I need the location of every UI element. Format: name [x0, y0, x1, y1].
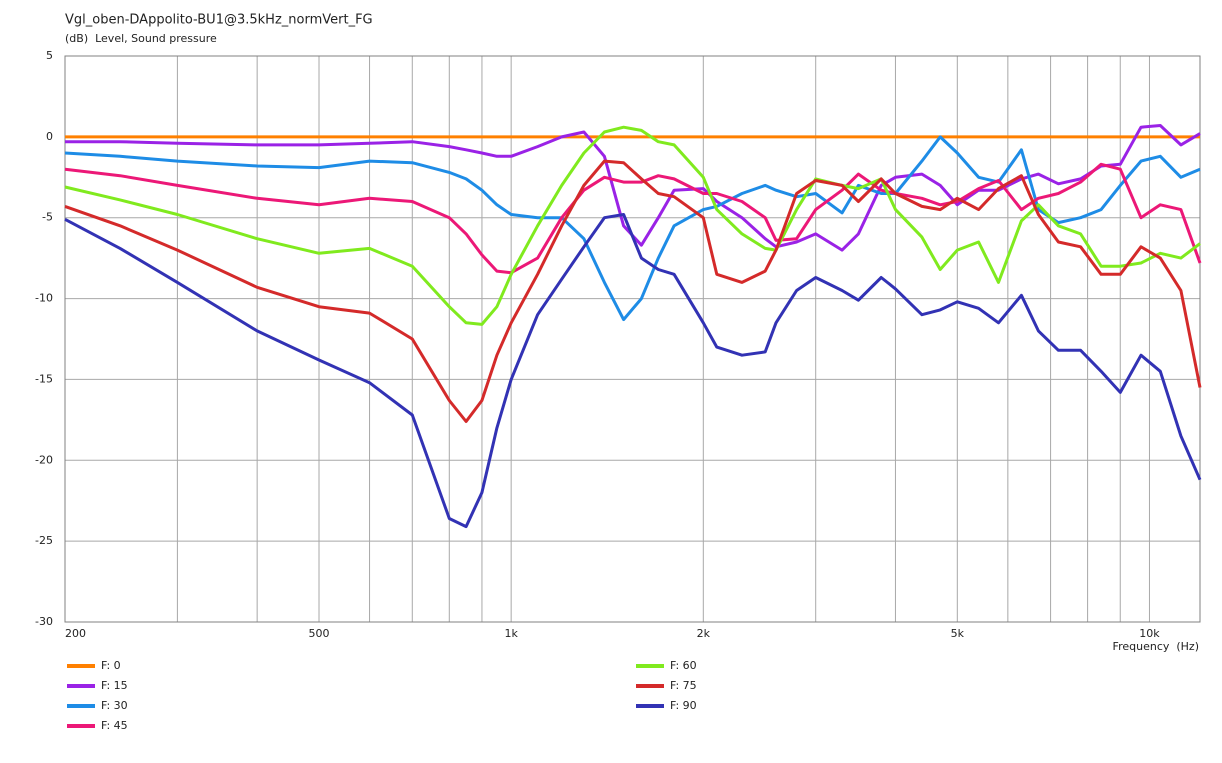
legend-label: F: 45: [101, 719, 128, 732]
series-line: [64, 162, 1202, 275]
legend-label: F: 90: [670, 699, 697, 712]
y-tick-label: -10: [35, 292, 53, 305]
x-tick-label: 2k: [697, 627, 711, 640]
legend-label: F: 75: [670, 679, 697, 692]
series-line: [65, 124, 1201, 252]
y-tick-label: 5: [46, 49, 53, 62]
y-axis-label: (dB) Level, Sound pressure: [65, 32, 217, 45]
legend-label: F: 0: [101, 659, 121, 672]
series-line: [64, 159, 1202, 423]
series-line: [64, 125, 1201, 326]
y-tick-label: -20: [35, 453, 53, 466]
y-tick-label: -5: [42, 211, 53, 224]
series-line: [64, 213, 1202, 529]
x-tick-label: 1k: [504, 627, 518, 640]
chart-title: Vgl_oben-DAppolito-BU1@3.5kHz_normVert_F…: [65, 13, 373, 28]
x-tick-label: 5k: [951, 627, 965, 640]
y-tick-label: -25: [35, 534, 53, 547]
legend-label: F: 15: [101, 679, 128, 692]
plot-frame: [64, 55, 1201, 623]
x-tick-label: 500: [309, 627, 330, 640]
x-axis-label: Frequency (Hz): [1113, 640, 1199, 653]
legend-label: F: 60: [670, 659, 697, 672]
x-tick-label: 200: [65, 627, 86, 640]
x-tick-label: 10k: [1139, 627, 1160, 640]
y-tick-label: 0: [46, 130, 53, 143]
legend-label: F: 30: [101, 699, 128, 712]
y-tick-label: -30: [35, 615, 53, 628]
y-tick-label: -15: [35, 372, 53, 385]
